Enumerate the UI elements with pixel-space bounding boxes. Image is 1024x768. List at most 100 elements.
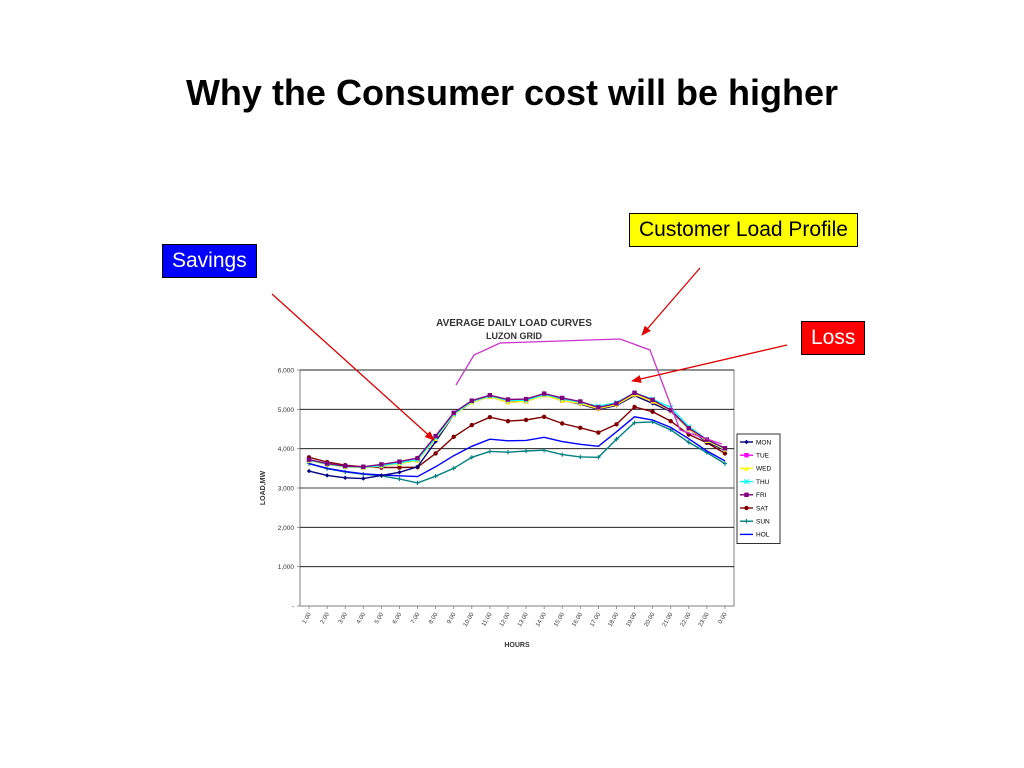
legend-label: SUN [756,519,770,526]
data-point [596,405,601,410]
data-point [451,410,456,416]
legend-label: THU [756,479,770,486]
data-point [560,421,565,426]
x-tick-label: 5:00 [374,611,385,625]
legend-item: WED [740,466,771,473]
data-point [415,464,420,469]
data-point [324,473,330,478]
data-point [541,448,547,453]
data-point [743,479,750,485]
data-point [523,399,529,404]
data-point [578,454,583,460]
data-point [614,437,619,442]
data-point [632,390,637,396]
data-point [397,476,402,482]
loss-arrow [631,344,788,383]
data-point [343,463,348,469]
data-point [744,519,749,524]
data-point [415,480,420,486]
y-tick-label: 6,000 [278,368,295,375]
data-point [361,464,366,469]
data-point [614,401,619,406]
x-tick-label: 4:00 [356,611,367,625]
savings-arrow [271,293,435,441]
data-point [487,449,493,454]
data-point [722,451,728,456]
data-point [744,453,749,458]
data-point [668,418,673,424]
y-tick-label: 2,000 [278,525,295,532]
data-point [686,426,691,431]
x-tick-label: 2:00 [320,611,331,625]
data-point [433,451,438,456]
x-tick-label: 9:00 [446,611,457,625]
legend-item: FRI [740,492,767,499]
data-point [744,466,749,471]
data-point [379,462,384,467]
legend-label: TUE [756,453,770,460]
legend-item: HOL [740,532,770,539]
data-point [469,422,474,428]
data-point [744,439,749,445]
data-point [560,395,565,401]
x-tick-label: 0:00 [718,611,729,625]
data-point [650,397,655,403]
data-point [379,473,384,478]
legend-item: MON [740,439,771,446]
x-tick-label: 8:00 [428,611,439,625]
customer-load-profile-arrow [641,267,701,336]
data-point [560,452,565,457]
x-tick-label: 7:00 [410,611,421,625]
data-point [451,434,456,440]
series-line [308,392,726,468]
chart-subtitle: LUZON GRID [486,331,542,341]
data-point [523,396,529,402]
data-point [744,492,749,497]
legend-label: FRI [756,492,767,499]
data-point [668,427,673,432]
data-point [560,398,565,403]
data-point [505,418,511,424]
data-point [523,448,529,454]
legend-item: SUN [740,519,770,526]
legend-box [736,433,781,544]
customer-load-profile-line [455,338,723,445]
data-point [306,468,312,474]
x-tick-label: 6:00 [392,611,403,625]
legend-item: SAT [740,505,768,512]
data-point [397,465,402,470]
data-point [487,392,493,398]
y-tick-label: - [292,604,294,611]
y-tick-label: 5,000 [278,407,295,414]
y-axis-label: LOAD,MW [260,471,267,506]
data-point [523,417,529,423]
data-point [397,470,402,475]
y-tick-label: 3,000 [278,486,295,493]
data-point [541,414,547,420]
data-point [415,455,420,461]
y-tick-label: 1,000 [278,564,295,571]
y-tick-label: 4,000 [278,446,295,453]
customer-load-profile-callout: Customer Load Profile [629,213,858,247]
data-point [324,461,330,466]
legend-item: THU [740,479,770,486]
data-point [505,397,511,402]
data-point [578,425,583,431]
legend-item: TUE [740,453,770,460]
data-point [686,440,691,445]
data-point [361,476,366,481]
data-point [632,420,637,425]
data-point [722,446,728,451]
data-point [722,461,728,466]
data-point [596,455,601,460]
loss-callout: Loss [801,321,866,355]
legend-label: HOL [756,532,770,539]
x-tick-label: 3:00 [338,611,349,625]
data-point [433,474,438,479]
data-point [632,404,637,410]
data-point [451,466,456,471]
legend-label: SAT [756,505,768,512]
data-point [650,409,655,414]
series-line [308,416,726,478]
data-point [433,439,438,444]
